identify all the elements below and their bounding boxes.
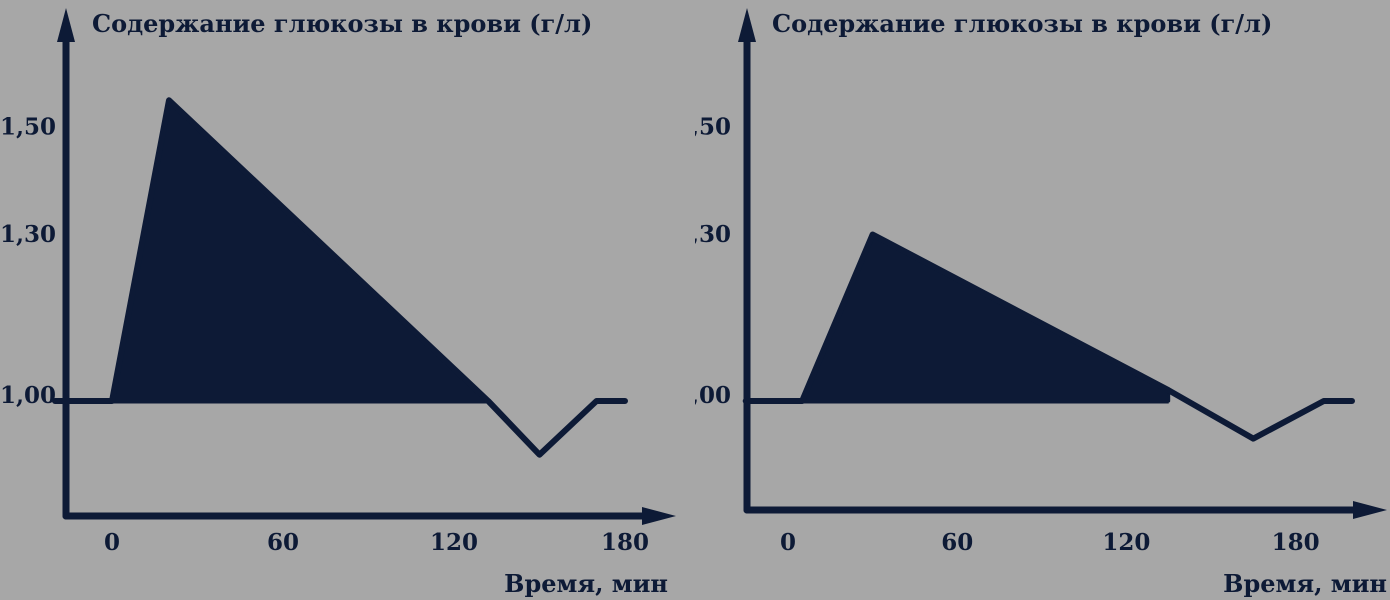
x-axis-arrow: [1353, 501, 1387, 519]
y-axis-arrow: [738, 8, 756, 42]
glucose-line: [742, 231, 1355, 442]
y-axis-arrow: [57, 8, 75, 42]
x-axis-arrow: [642, 507, 676, 525]
glucose-line: [52, 97, 628, 458]
x-tick-label: 120: [1102, 529, 1150, 556]
x-tick-label: 0: [780, 529, 796, 556]
y-tick-label: 1,00: [0, 382, 56, 409]
x-tick-label: 120: [430, 529, 478, 556]
y-tick-label: 1,50: [0, 114, 56, 141]
x-tick-label: 180: [1272, 529, 1320, 556]
x-axis-label: Время, мин: [1223, 569, 1387, 598]
y-tick-label: 1,30: [695, 221, 731, 248]
y-tick-label: 1,00: [695, 382, 731, 409]
y-tick-label: 1,30: [0, 221, 56, 248]
x-tick-label: 60: [941, 529, 973, 556]
chart-title: Содержание глюкозы в крови (г/л): [92, 9, 592, 38]
x-tick-label: 180: [601, 529, 649, 556]
y-tick-label: 1,50: [695, 114, 731, 141]
chart-title: Содержание глюкозы в крови (г/л): [772, 9, 1272, 38]
x-axis-label: Время, мин: [504, 569, 668, 598]
glucose-chart-1: Содержание глюкозы в крови (г/л) 1,00 1,30…: [0, 8, 676, 598]
glucose-area: [800, 233, 1171, 403]
glucose-area: [110, 98, 490, 403]
x-tick-label: 60: [267, 529, 299, 556]
glucose-chart-2: Содержание глюкозы в крови (г/л) 1,00 1,30…: [695, 8, 1387, 598]
x-tick-label: 0: [104, 529, 120, 556]
